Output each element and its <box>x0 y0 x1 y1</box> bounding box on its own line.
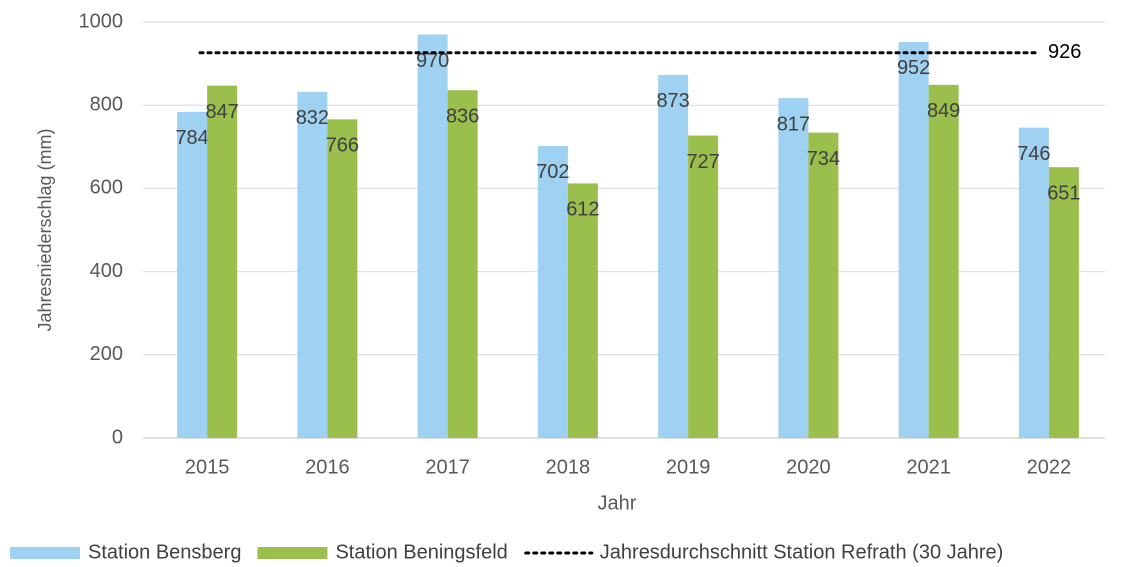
y-tick-label: 1000 <box>79 10 124 32</box>
bar <box>177 111 208 438</box>
data-label: 970 <box>416 50 449 72</box>
data-label: 746 <box>1017 143 1050 165</box>
bar <box>778 98 809 439</box>
x-tick-label: 2022 <box>1027 456 1072 478</box>
reference-label: 926 <box>1048 41 1081 63</box>
data-label: 847 <box>205 101 238 123</box>
legend-swatch <box>10 547 80 559</box>
bar <box>1018 127 1049 438</box>
y-tick-label: 600 <box>90 177 123 199</box>
data-label: 727 <box>686 151 719 173</box>
y-tick-label: 200 <box>90 343 123 365</box>
data-label: 849 <box>927 100 960 122</box>
data-label: 766 <box>326 135 359 157</box>
bar <box>898 41 929 439</box>
bar <box>688 135 719 438</box>
bar <box>297 91 328 438</box>
data-label: 612 <box>566 199 599 221</box>
legend-label: Jahresdurchschnitt Station Refrath (30 J… <box>600 541 1004 563</box>
x-tick-label: 2017 <box>425 456 470 478</box>
y-tick-label: 0 <box>112 426 123 448</box>
bar <box>447 90 478 438</box>
data-label: 702 <box>536 161 569 183</box>
data-label: 734 <box>807 148 840 170</box>
x-tick-label: 2019 <box>666 456 711 478</box>
data-label: 784 <box>175 127 208 149</box>
bar <box>207 85 238 438</box>
x-axis-title: Jahr <box>598 492 637 514</box>
data-label: 651 <box>1047 182 1080 204</box>
bar <box>417 34 448 438</box>
bar <box>327 119 358 439</box>
legend-label: Station Bensberg <box>88 541 241 563</box>
bar <box>567 183 598 438</box>
y-axis-title: Jahresniederschlag (mm) <box>35 128 55 331</box>
bar <box>537 145 568 438</box>
data-label: 873 <box>656 90 689 112</box>
data-label: 817 <box>777 113 810 135</box>
legend-label: Station Beningsfeld <box>335 541 507 563</box>
bar <box>808 132 839 438</box>
y-tick-label: 400 <box>90 260 123 282</box>
data-label: 832 <box>296 107 329 129</box>
x-tick-label: 2021 <box>906 456 951 478</box>
x-tick-label: 2016 <box>305 456 350 478</box>
x-tick-label: 2020 <box>786 456 831 478</box>
x-tick-label: 2018 <box>546 456 591 478</box>
bar <box>928 84 959 438</box>
legend-swatch <box>257 547 328 559</box>
bar <box>658 74 689 438</box>
bar <box>1048 167 1079 438</box>
y-tick-label: 800 <box>90 93 123 115</box>
data-label: 952 <box>897 57 930 79</box>
x-tick-label: 2015 <box>185 456 230 478</box>
data-label: 836 <box>446 106 479 128</box>
